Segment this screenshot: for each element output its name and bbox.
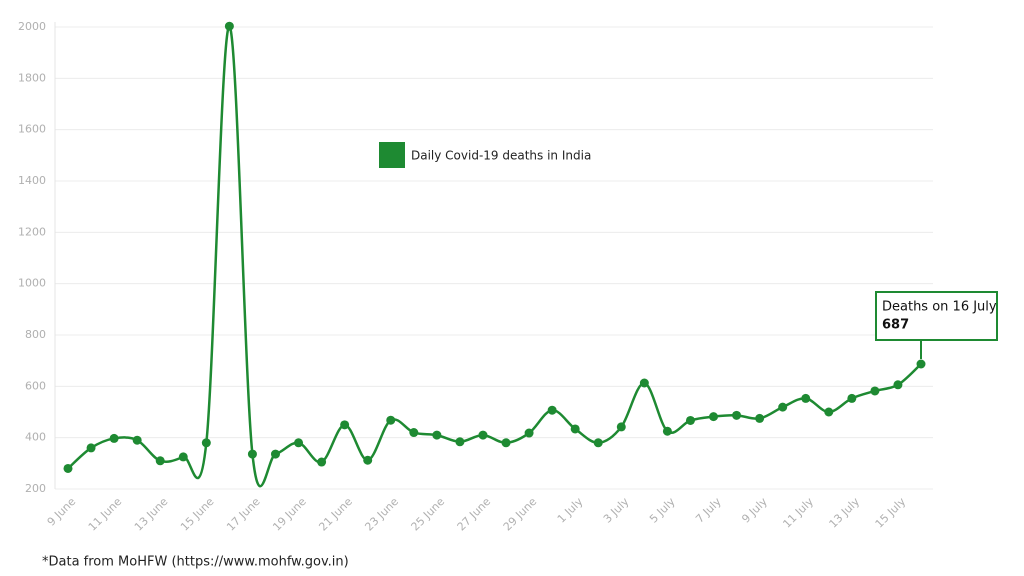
x-tick-label: 1 July [555, 495, 586, 526]
x-tick-label: 21 June [316, 495, 355, 534]
y-tick-label: 2000 [18, 20, 46, 33]
data-point [132, 435, 142, 445]
x-tick-label: 17 June [224, 495, 263, 534]
x-tick-label: 3 July [601, 495, 632, 526]
data-point [778, 402, 788, 412]
data-point [63, 463, 73, 473]
data-point [178, 452, 188, 462]
data-point [732, 410, 742, 420]
y-tick-label: 1400 [18, 174, 46, 187]
legend-label: Daily Covid-19 deaths in India [411, 149, 591, 163]
x-tick-label: 25 June [409, 495, 448, 534]
x-tick-label: 11 July [780, 495, 816, 531]
x-tick-label: 9 June [45, 495, 79, 529]
data-point [224, 21, 234, 31]
data-point [662, 426, 672, 436]
x-tick-label: 23 June [362, 495, 401, 534]
data-point [155, 456, 165, 466]
x-tick-label: 19 June [270, 495, 309, 534]
data-point [386, 415, 396, 425]
y-tick-label: 1800 [18, 71, 46, 84]
x-tick-label: 5 July [647, 495, 678, 526]
data-point [547, 405, 557, 415]
x-tick-label: 15 June [178, 495, 217, 534]
x-tick-label: 13 June [132, 495, 171, 534]
data-point [593, 438, 603, 448]
data-point [639, 378, 649, 388]
y-tick-label: 800 [25, 328, 46, 341]
data-point [317, 457, 327, 467]
x-tick-label: 11 June [86, 495, 125, 534]
legend-swatch [379, 142, 405, 168]
series-line [67, 24, 922, 488]
x-tick-label: 7 July [693, 495, 724, 526]
x-tick-label: 27 June [455, 495, 494, 534]
data-point [709, 412, 719, 422]
data-point [524, 428, 534, 438]
x-tick-label: 15 July [873, 495, 909, 531]
data-point [247, 449, 257, 459]
data-point [870, 386, 880, 396]
data-point [801, 393, 811, 403]
y-tick-label: 200 [25, 482, 46, 495]
annotation-box [875, 291, 998, 341]
data-point [616, 422, 626, 432]
y-tick-label: 1600 [18, 123, 46, 136]
data-point [847, 393, 857, 403]
x-tick-label: 9 July [739, 495, 770, 526]
data-point [409, 428, 419, 438]
data-point [294, 438, 304, 448]
annotation-value: 687 [882, 318, 909, 333]
data-point [363, 455, 373, 465]
data-point [478, 430, 488, 440]
data-point [501, 438, 511, 448]
data-point [86, 443, 96, 453]
data-point [755, 413, 765, 423]
y-tick-label: 1200 [18, 225, 46, 238]
data-point [570, 424, 580, 434]
data-point [201, 438, 211, 448]
data-point [109, 433, 119, 443]
footnote: *Data from MoHFW (https://www.mohfw.gov.… [42, 555, 349, 570]
data-point [893, 380, 903, 390]
data-point [432, 430, 442, 440]
x-tick-label: 13 July [827, 495, 863, 531]
x-tick-label: 29 June [501, 495, 540, 534]
annotation-title: Deaths on 16 July [882, 300, 997, 315]
data-point [824, 407, 834, 417]
data-point [270, 449, 280, 459]
y-tick-label: 400 [25, 431, 46, 444]
data-point [685, 415, 695, 425]
data-point [455, 437, 465, 447]
y-tick-label: 600 [25, 379, 46, 392]
data-point [916, 359, 926, 369]
y-tick-label: 1000 [18, 277, 46, 290]
data-point [340, 420, 350, 430]
